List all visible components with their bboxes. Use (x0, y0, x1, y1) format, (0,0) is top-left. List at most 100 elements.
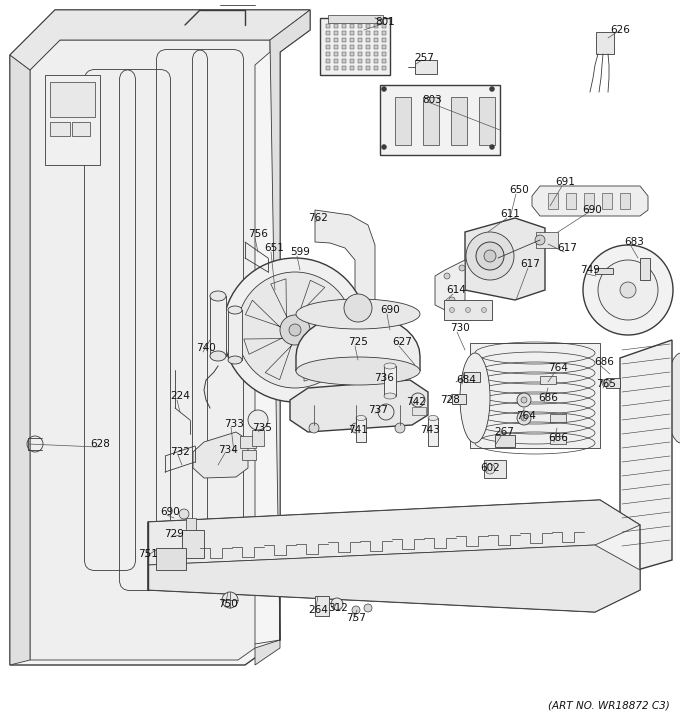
Bar (358, 45, 362, 49)
Circle shape (331, 598, 343, 610)
Circle shape (395, 423, 405, 433)
Bar (366, 38, 370, 42)
Text: 684: 684 (456, 375, 476, 385)
Bar (366, 31, 370, 35)
Text: 803: 803 (422, 95, 442, 105)
Circle shape (449, 297, 455, 303)
Bar (366, 59, 370, 63)
Ellipse shape (210, 291, 226, 301)
Bar (358, 31, 362, 35)
Ellipse shape (460, 353, 490, 443)
Bar (358, 59, 362, 63)
Bar (334, 38, 338, 42)
Circle shape (179, 509, 189, 519)
Bar (342, 24, 346, 28)
Circle shape (222, 592, 238, 608)
Text: 628: 628 (90, 439, 110, 449)
Bar (350, 52, 354, 56)
Bar (366, 45, 370, 49)
Bar (358, 38, 362, 42)
Polygon shape (148, 500, 640, 612)
Bar (374, 45, 378, 49)
Circle shape (351, 423, 361, 433)
Text: 264: 264 (308, 605, 328, 615)
Bar (342, 52, 346, 56)
Bar (640, 258, 650, 280)
Bar (620, 193, 630, 209)
Bar (412, 407, 426, 415)
Bar (228, 310, 242, 360)
Bar (606, 378, 620, 388)
Circle shape (280, 315, 310, 345)
Text: 734: 734 (218, 445, 238, 455)
Polygon shape (380, 85, 500, 155)
Bar (451, 97, 467, 145)
Text: 765: 765 (596, 379, 616, 389)
Circle shape (485, 464, 495, 474)
Text: 617: 617 (557, 243, 577, 253)
Bar (326, 66, 330, 70)
Text: 743: 743 (420, 425, 440, 435)
Polygon shape (255, 10, 310, 665)
Circle shape (344, 294, 372, 322)
Circle shape (378, 404, 394, 420)
Circle shape (381, 86, 386, 91)
Bar (444, 300, 492, 320)
Text: 728: 728 (440, 395, 460, 405)
Text: 757: 757 (346, 613, 366, 623)
Circle shape (466, 307, 471, 312)
Bar (50, 122, 70, 136)
Circle shape (466, 232, 514, 280)
Bar (342, 59, 346, 63)
Text: 611: 611 (500, 209, 520, 219)
Bar (374, 38, 378, 42)
Text: 650: 650 (509, 185, 529, 195)
Bar (186, 518, 196, 530)
Bar (595, 268, 613, 274)
Text: 730: 730 (450, 323, 470, 333)
Circle shape (490, 144, 494, 149)
Text: 626: 626 (610, 25, 630, 35)
Bar (50, 82, 95, 117)
Bar (366, 52, 370, 56)
Bar (484, 460, 506, 478)
Text: 686: 686 (538, 393, 558, 403)
Ellipse shape (666, 353, 680, 443)
Circle shape (411, 393, 425, 407)
Bar (374, 59, 378, 63)
Bar (350, 45, 354, 49)
Text: 742: 742 (406, 397, 426, 407)
Bar (548, 193, 558, 209)
Circle shape (449, 307, 454, 312)
Polygon shape (465, 218, 545, 300)
Bar (72, 122, 90, 136)
Text: 614: 614 (446, 285, 466, 295)
Circle shape (481, 307, 486, 312)
Bar (540, 376, 556, 384)
Circle shape (444, 273, 450, 279)
Ellipse shape (356, 415, 366, 420)
Ellipse shape (228, 306, 242, 314)
Bar (374, 66, 378, 70)
Text: 735: 735 (252, 423, 272, 433)
Text: 602: 602 (480, 463, 500, 473)
Bar (350, 31, 354, 35)
Bar (328, 15, 383, 23)
Bar (382, 52, 386, 56)
Bar (602, 193, 612, 209)
Circle shape (517, 411, 531, 425)
Circle shape (381, 144, 386, 149)
Polygon shape (10, 55, 30, 665)
Bar (374, 52, 378, 56)
Text: 257: 257 (414, 53, 434, 63)
Polygon shape (532, 186, 648, 216)
Bar (326, 59, 330, 63)
Text: 750: 750 (218, 599, 238, 609)
Bar (550, 436, 566, 444)
Text: 599: 599 (290, 247, 310, 257)
Circle shape (521, 415, 527, 421)
Bar (358, 24, 362, 28)
Bar (382, 66, 386, 70)
Ellipse shape (296, 357, 420, 385)
Ellipse shape (228, 356, 242, 364)
